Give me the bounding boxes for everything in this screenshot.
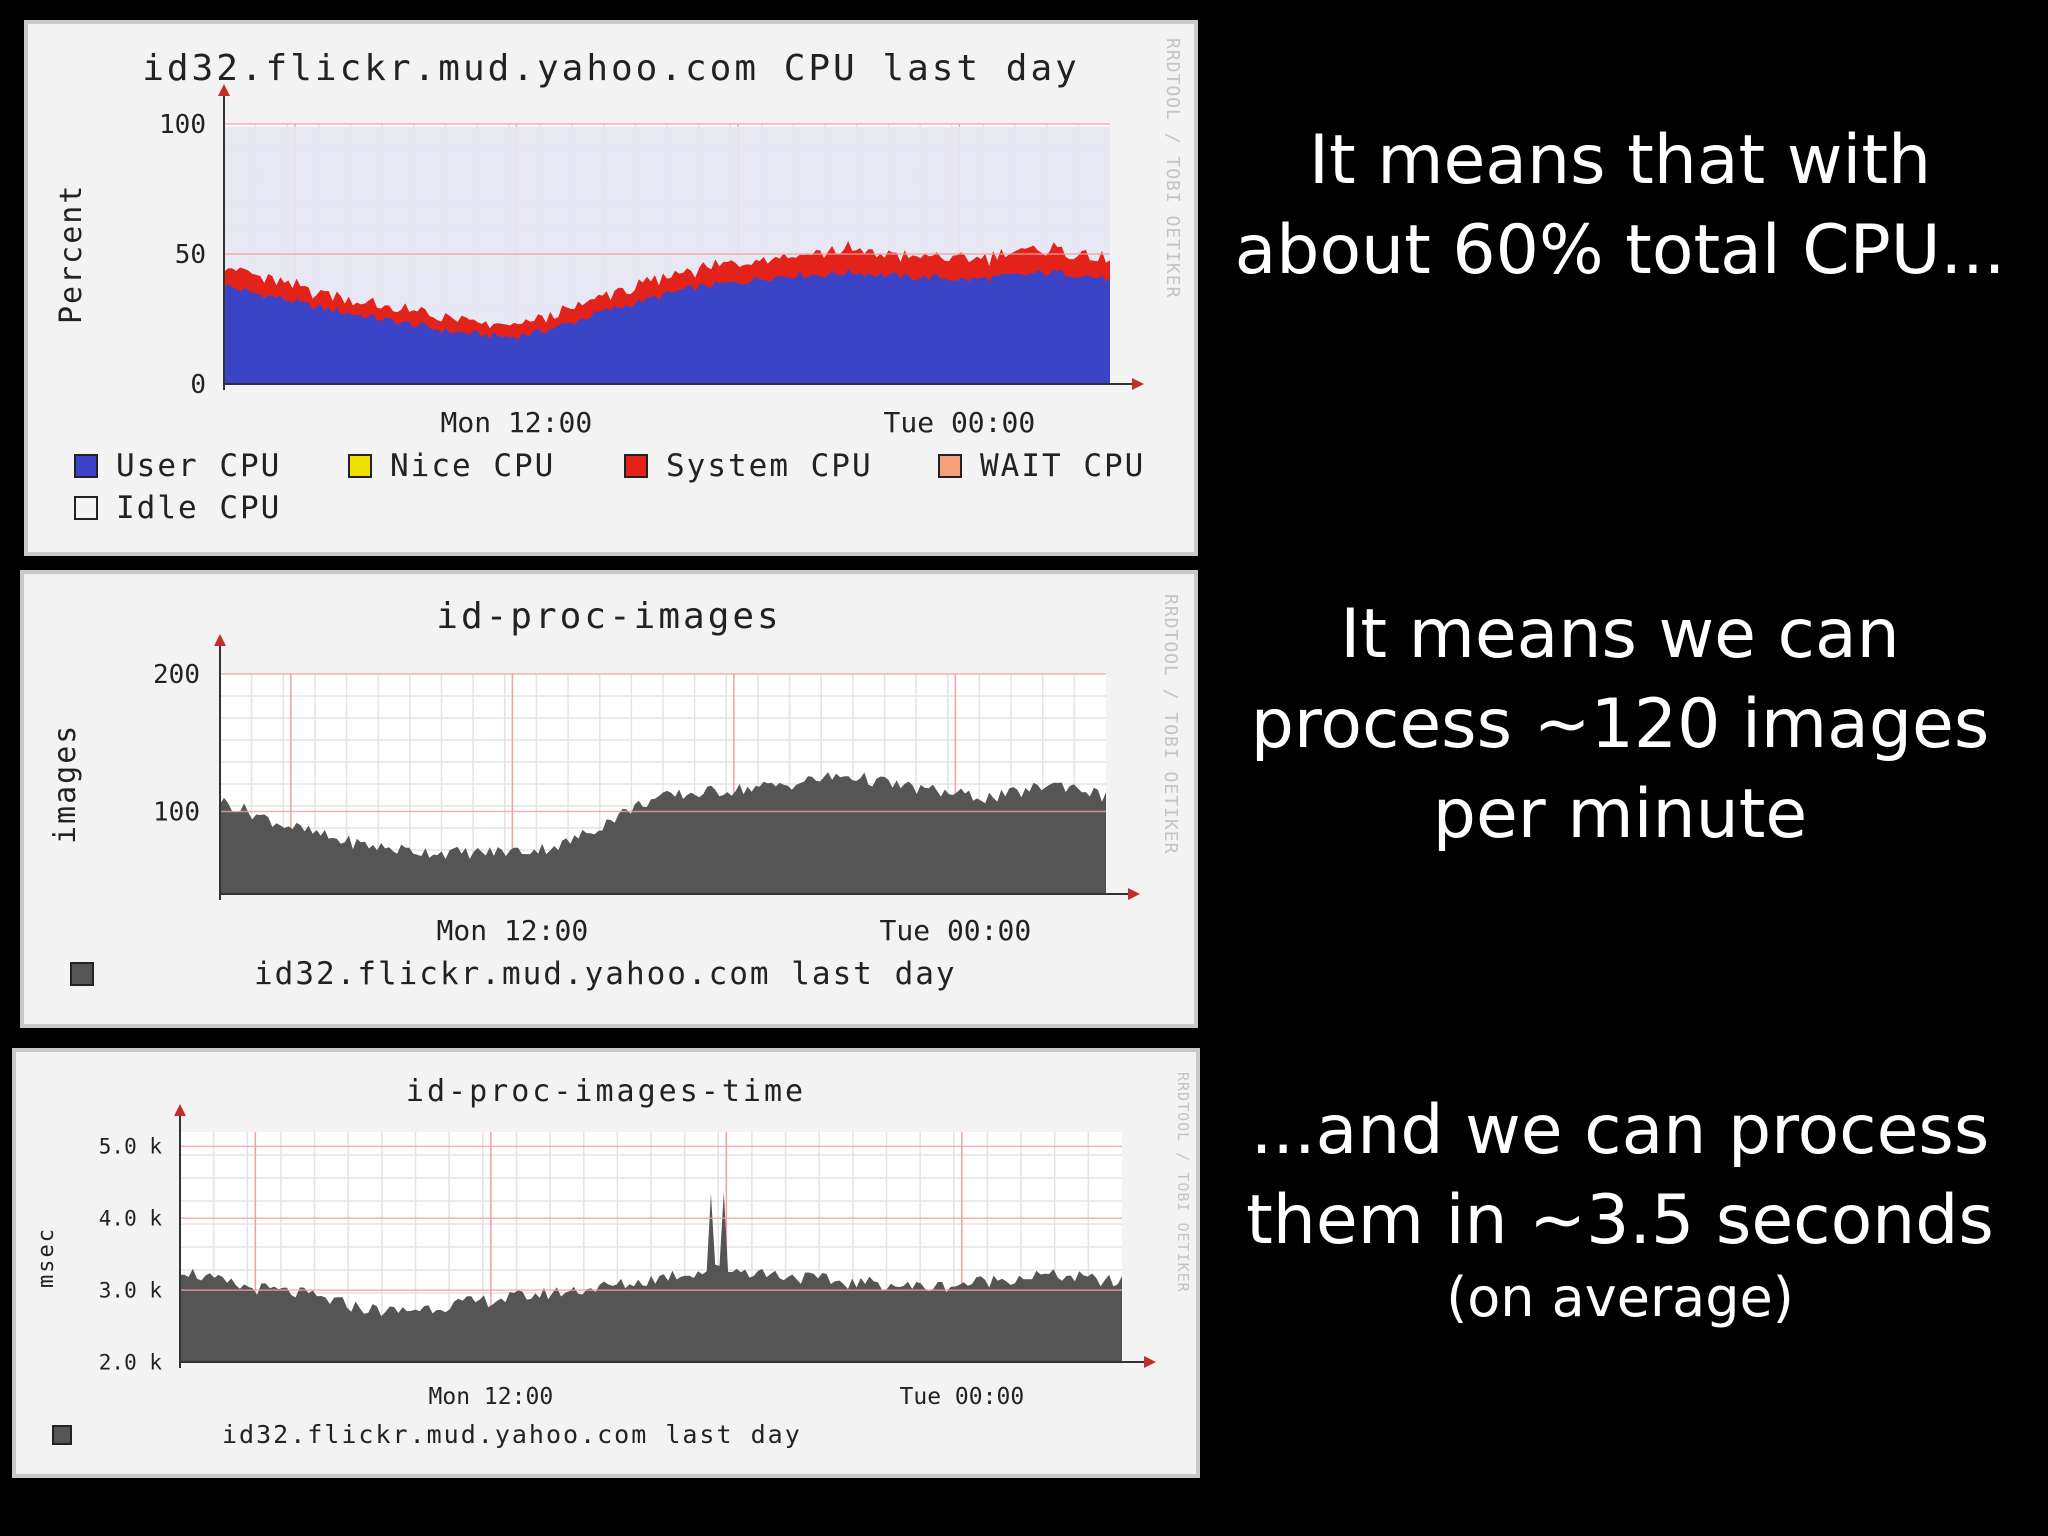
y-tick-label: 0 (190, 370, 206, 400)
legend-swatch (938, 454, 962, 478)
series-area (180, 1191, 1122, 1362)
caption-images: It means we can process ~120 images per … (1250, 595, 1990, 854)
legend-label: id32.flickr.mud.yahoo.com last day (222, 1420, 802, 1449)
legend-swatch (70, 962, 94, 986)
caption-time: ...and we can process them in ~3.5 secon… (1220, 1086, 2020, 1330)
legend-label: System CPU (666, 448, 873, 484)
y-axis-arrow (174, 1104, 186, 1116)
x-tick-label: Mon 12:00 (437, 914, 589, 947)
x-tick-label: Mon 12:00 (429, 1384, 554, 1410)
images-time-chart-panel: id-proc-images-time msec RRDTOOL / TOBI … (12, 1048, 1200, 1478)
rrdtool-watermark: RRDTOOL / TOBI OETIKER (1174, 1072, 1192, 1293)
x-axis-arrow (1132, 378, 1144, 390)
y-tick-label: 3.0 k (99, 1278, 163, 1302)
legend-item-images-time: id32.flickr.mud.yahoo.com last day (52, 1420, 802, 1449)
images-chart-plot: 200 100 Mon 12:00 Tue 00:00 (153, 634, 1140, 947)
x-tick-label: Tue 00:00 (900, 1384, 1025, 1410)
x-tick-label: Tue 00:00 (880, 914, 1032, 947)
x-axis-arrow (1128, 888, 1140, 900)
legend-item-idle-cpu: Idle CPU (74, 490, 281, 526)
y-tick-label: 2.0 k (99, 1350, 163, 1374)
series-area (220, 772, 1106, 894)
x-tick-label: Tue 00:00 (884, 406, 1036, 439)
series-user-cpu (224, 268, 1110, 384)
y-tick-label: 100 (159, 110, 206, 140)
rrdtool-watermark: RRDTOOL / TOBI OETIKER (1160, 594, 1181, 855)
chart-title: id32.flickr.mud.yahoo.com CPU last day (142, 48, 1080, 89)
legend-item-wait-cpu: WAIT CPU (938, 448, 1145, 484)
legend-label: Idle CPU (116, 490, 282, 526)
legend-swatch (348, 454, 372, 478)
rrdtool-watermark: RRDTOOL / TOBI OETIKER (1162, 38, 1183, 299)
legend-item-images: id32.flickr.mud.yahoo.com last day (70, 956, 957, 992)
legend-item-system-cpu: System CPU (624, 448, 873, 484)
y-tick-label: 200 (153, 660, 200, 690)
images-chart-panel: id-proc-images images RRDTOOL / TOBI OET… (20, 570, 1198, 1028)
chart-title: id-proc-images-time (405, 1074, 807, 1109)
legend-label: WAIT CPU (980, 448, 1146, 484)
caption-time-main: ...and we can process them in ~3.5 secon… (1246, 1091, 1994, 1260)
x-tick-label: Mon 12:00 (441, 406, 593, 439)
legend-item-user-cpu: User CPU (74, 448, 281, 484)
cpu-chart-panel: id32.flickr.mud.yahoo.com CPU last day P… (24, 20, 1198, 556)
caption-time-sub: (on average) (1446, 1266, 1794, 1329)
chart-title: id-proc-images (436, 596, 782, 637)
y-axis-arrow (218, 84, 230, 96)
y-axis-arrow (214, 634, 226, 646)
y-tick-label: 50 (175, 240, 206, 270)
legend-swatch (74, 496, 98, 520)
images-time-chart-plot: 5.0 k 4.0 k 3.0 k 2.0 k Mon 12:00 Tue 00:00 (99, 1104, 1156, 1410)
legend-swatch (52, 1424, 72, 1445)
caption-cpu: It means that with about 60% total CPU..… (1234, 121, 2006, 290)
legend-swatch (74, 454, 98, 478)
legend-label: User CPU (116, 448, 282, 484)
legend-item-nice-cpu: Nice CPU (348, 448, 555, 484)
legend-swatch (624, 454, 648, 478)
cpu-chart-plot: 100 50 0 Mon 12:00 Tue 00:00 (159, 84, 1144, 439)
y-tick-label: 5.0 k (99, 1135, 163, 1159)
y-tick-label: 4.0 k (99, 1207, 163, 1231)
legend-label: id32.flickr.mud.yahoo.com last day (254, 956, 957, 992)
x-axis-arrow (1144, 1356, 1156, 1368)
y-tick-label: 100 (153, 798, 200, 828)
legend-label: Nice CPU (390, 448, 556, 484)
